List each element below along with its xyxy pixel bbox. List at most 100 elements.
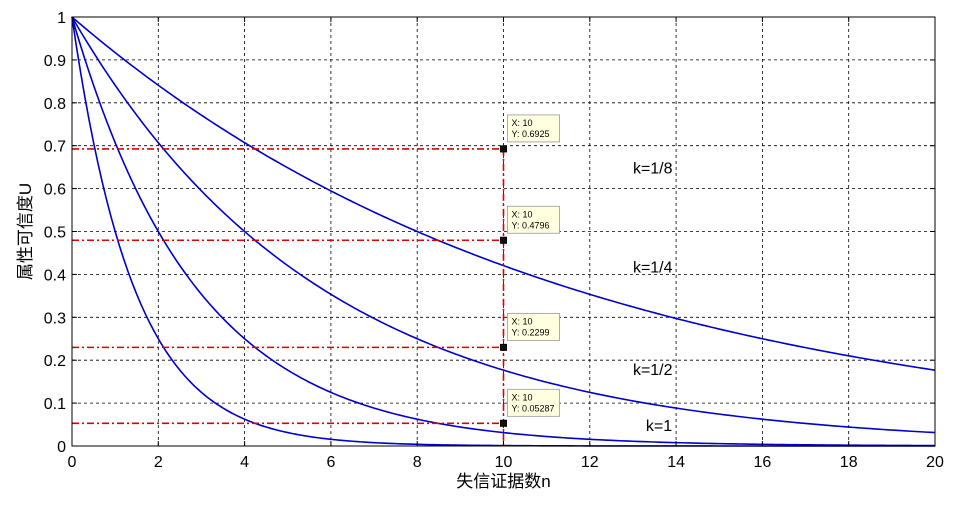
data-point <box>848 416 849 417</box>
data-point <box>417 126 418 127</box>
data-point <box>373 293 374 294</box>
data-point <box>244 75 245 76</box>
datatip-y-text: Y: 0.2299 <box>512 327 550 337</box>
data-point <box>805 411 806 412</box>
x-tick-label: 0 <box>68 454 77 471</box>
data-point <box>719 440 720 441</box>
data-point <box>244 314 245 315</box>
data-point <box>460 332 461 333</box>
datatip-box: X: 10Y: 0.4796 <box>507 205 560 234</box>
datatip-background <box>507 312 560 341</box>
data-point <box>373 114 374 115</box>
data-point <box>330 269 331 270</box>
x-tick-label: 12 <box>581 454 599 471</box>
data-point <box>201 62 202 63</box>
data-point <box>158 126 159 127</box>
datatip-marker <box>500 145 507 153</box>
data-point <box>719 199 720 200</box>
data-point <box>158 208 159 209</box>
data-point <box>460 225 461 226</box>
data-point <box>417 405 418 406</box>
x-tick-label: 2 <box>154 454 163 471</box>
series-label-1: k=1/8 <box>633 161 673 178</box>
data-point <box>632 383 633 384</box>
series-label-4: k=1 <box>646 418 672 435</box>
datatip-box: X: 10Y: 0.05287 <box>507 388 560 417</box>
data-point <box>589 170 590 171</box>
datatip-y-text: Y: 0.05287 <box>512 403 555 413</box>
y-axis-title: 属性可信度U <box>16 183 35 280</box>
data-point <box>373 391 374 392</box>
y-tick-label: 0.3 <box>44 310 66 327</box>
datatip-x-text: X: 10 <box>512 392 533 402</box>
data-point <box>460 138 461 139</box>
y-tick-label: 0.4 <box>44 267 66 284</box>
data-point <box>848 225 849 226</box>
y-tick-label: 0.8 <box>44 96 66 113</box>
data-point <box>373 190 374 191</box>
data-point <box>632 436 633 437</box>
data-point <box>762 314 763 315</box>
data-point <box>330 373 331 374</box>
reference-markers <box>72 145 507 446</box>
data-point <box>546 255 547 256</box>
data-point <box>546 160 547 161</box>
data-point <box>244 208 245 209</box>
data-point <box>589 433 590 434</box>
data-point <box>719 399 720 400</box>
data-point <box>115 75 116 76</box>
data-point <box>632 282 633 283</box>
data-point <box>546 361 547 362</box>
series-label-3: k=1/2 <box>633 362 673 379</box>
data-point <box>244 126 245 127</box>
data-point <box>719 304 720 305</box>
datatip-y-text: Y: 0.4796 <box>512 220 550 230</box>
data-point <box>805 217 806 218</box>
datatip-marker <box>500 419 507 427</box>
x-tick-label: 4 <box>240 454 249 471</box>
data-point <box>676 391 677 392</box>
data-point <box>891 420 892 421</box>
datatip-box: X: 10Y: 0.6925 <box>507 114 560 143</box>
x-axis-title: 失信证据数n <box>456 472 550 491</box>
data-point <box>460 416 461 417</box>
data-point <box>805 443 806 444</box>
y-tick-label: 0.5 <box>44 225 66 242</box>
data-point <box>158 75 159 76</box>
series-line-3 <box>71 16 936 447</box>
y-tick-label: 0.2 <box>44 353 66 370</box>
data-point <box>676 190 677 191</box>
data-point <box>891 233 892 234</box>
data-point <box>676 439 677 440</box>
datatip-y-text: Y: 0.6925 <box>512 129 550 139</box>
data-point <box>201 102 202 103</box>
y-tick-label: 0.7 <box>44 139 66 156</box>
data-point <box>158 47 159 48</box>
datatip-x-text: X: 10 <box>512 209 533 219</box>
data-point <box>589 269 590 270</box>
datatip-background <box>507 205 560 234</box>
data-point <box>417 314 418 315</box>
axis-ticks: 0 2 4 6 8 10 12 14 16 18 20 0 0.1 0.2 0.3 0.4 0.5 0.6 0.7 0… <box>44 10 944 471</box>
datatip-marker <box>500 343 507 351</box>
x-tick-label: 8 <box>413 454 422 471</box>
datatip-x-text: X: 10 <box>512 118 533 128</box>
data-point <box>115 126 116 127</box>
x-tick-label: 6 <box>326 454 335 471</box>
datatip-box: X: 10Y: 0.2299 <box>507 312 560 341</box>
data-point <box>330 170 331 171</box>
data-point <box>417 208 418 209</box>
series-labels: k=1/8 k=1/4 k=1/2 k=1 <box>633 161 673 435</box>
data-point <box>546 429 547 430</box>
data-point <box>330 102 331 103</box>
x-tick-label: 14 <box>667 454 685 471</box>
x-tick-label: 18 <box>840 454 858 471</box>
x-tick-label: 10 <box>495 454 513 471</box>
y-tick-label: 0.1 <box>44 396 66 413</box>
x-tick-label: 16 <box>754 454 772 471</box>
datatip-background <box>507 388 560 417</box>
data-point <box>805 324 806 325</box>
